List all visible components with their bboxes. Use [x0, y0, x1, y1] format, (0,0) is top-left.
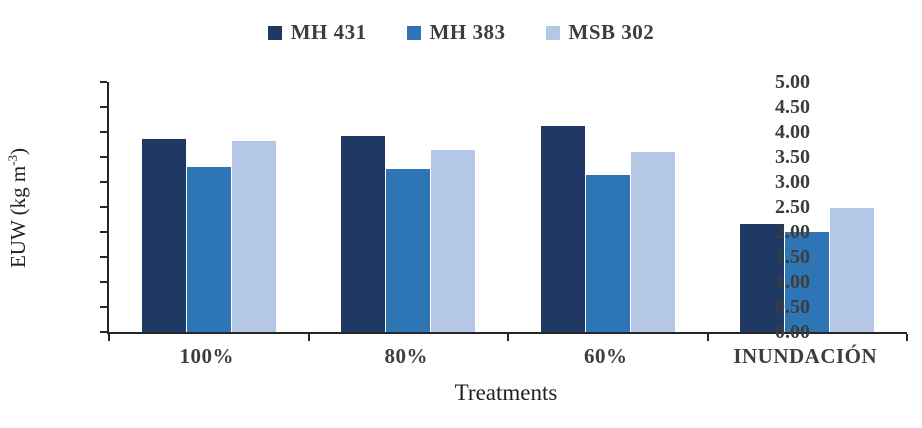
legend-swatch-icon [406, 25, 421, 40]
y-axis-tick-label: 4.00 [775, 121, 810, 143]
x-axis-tick [507, 334, 509, 341]
plot-area [100, 81, 908, 341]
x-axis-tick [307, 334, 310, 341]
bar-mh-431-100pct [141, 139, 186, 332]
y-axis-tick-label: 0.50 [775, 296, 810, 318]
legend-item-msb-302: MSB 302 [545, 20, 655, 45]
y-axis-tick-label: 3.50 [775, 146, 810, 168]
bar-mh-383-inundación [785, 231, 830, 332]
legend-swatch-icon [267, 25, 282, 40]
bar-msb-302-100pct [231, 141, 276, 332]
y-axis-tick-label: 2.50 [775, 196, 810, 218]
y-axis-tick [100, 181, 107, 183]
y-axis-tick [100, 81, 107, 83]
y-axis-tick [100, 306, 107, 308]
legend-label: MH 431 [290, 20, 367, 44]
y-axis-tick-label: 5.00 [775, 71, 810, 93]
legend-item-mh-431: MH 431 [267, 20, 367, 45]
y-axis-tick [100, 331, 107, 333]
x-category-label: 80% [384, 344, 428, 368]
legend-item-mh-383: MH 383 [406, 20, 506, 45]
y-axis-tick [100, 106, 107, 108]
y-axis-tick [100, 156, 107, 158]
y-axis-tick-label: 4.50 [775, 96, 810, 118]
y-axis-label-text: EUW (kg m [6, 165, 31, 268]
y-axis-label-suffix: ) [6, 147, 31, 155]
bar-msb-302-inundación [830, 208, 875, 332]
y-axis-label: EUW (kg m-3) [5, 147, 31, 267]
bar-mh-383-80pct [386, 168, 431, 332]
bar-mh-431-80pct [341, 135, 386, 332]
x-axis-tick [906, 334, 908, 341]
y-axis-tick-label: 3.00 [775, 171, 810, 193]
y-axis-tick-label: 0.00 [775, 321, 810, 343]
legend-label: MSB 302 [568, 20, 655, 44]
y-axis-tick-label: 2.00 [775, 221, 810, 243]
x-axis-tick [706, 334, 709, 341]
legend-label: MH 383 [429, 20, 506, 44]
legend: MH 431 MH 383 MSB 302 [0, 20, 922, 45]
bar-mh-383-60pct [585, 174, 630, 332]
y-axis-tick [100, 256, 107, 258]
y-axis-label-wrap: EUW (kg m-3) [0, 82, 36, 333]
bar-mh-383-100pct [186, 167, 231, 332]
bar-mh-431-60pct [540, 126, 585, 332]
y-axis-tick-label: 1.00 [775, 271, 810, 293]
x-axis-tick [108, 334, 110, 341]
x-category-label: INUNDACIÓN [733, 344, 878, 368]
legend-swatch-icon [545, 25, 560, 40]
bar-msb-302-60pct [630, 152, 675, 332]
y-axis-tick [100, 231, 107, 233]
y-axis-tick [100, 131, 107, 133]
x-category-label: 60% [584, 344, 628, 368]
x-category-label: 100% [179, 344, 234, 368]
y-axis-tick [100, 206, 107, 208]
bar-msb-302-80pct [431, 149, 476, 332]
bar-mh-431-inundación [740, 223, 785, 332]
y-axis-tick-label: 1.50 [775, 246, 810, 268]
y-axis-tick [100, 281, 107, 283]
y-axis-label-exponent: -3 [5, 154, 21, 166]
x-axis-title: Treatments [454, 380, 558, 405]
